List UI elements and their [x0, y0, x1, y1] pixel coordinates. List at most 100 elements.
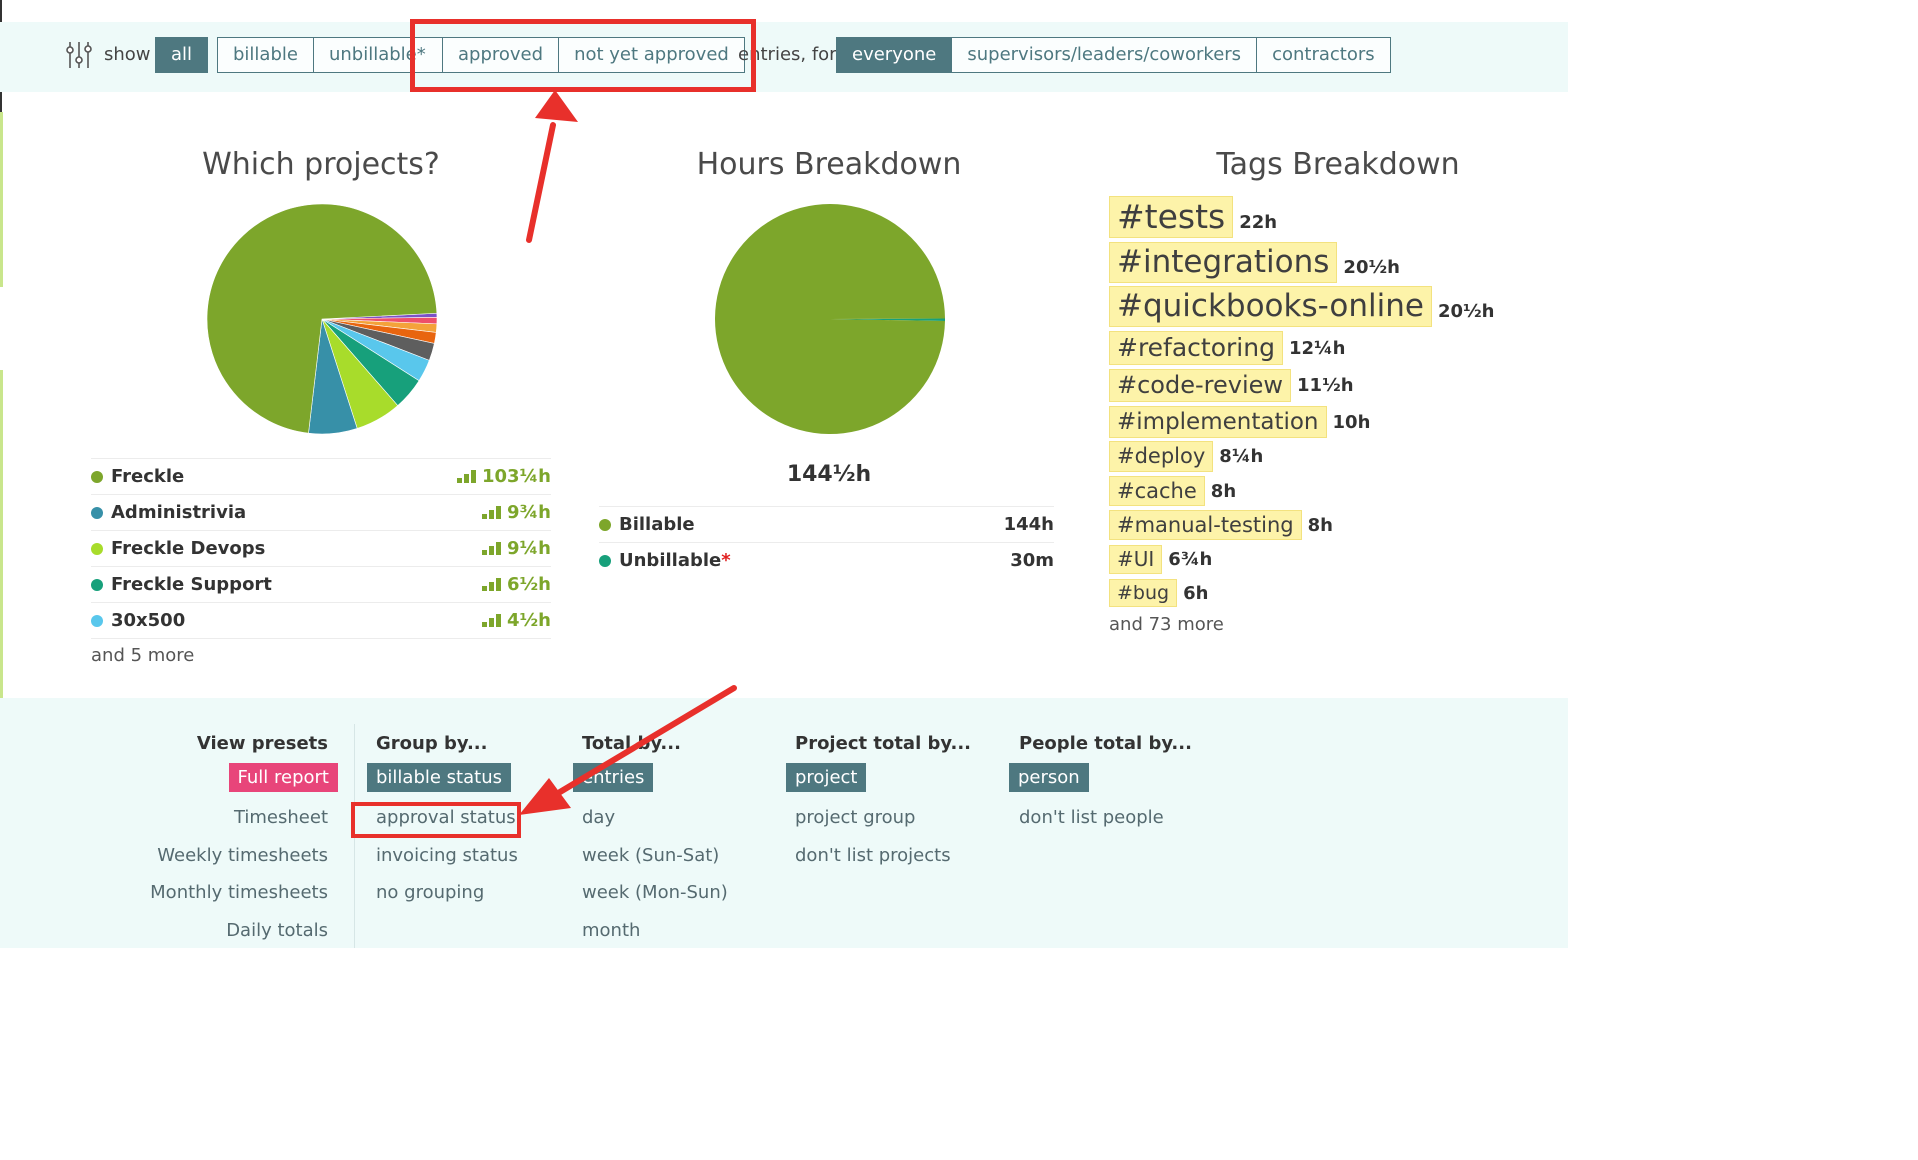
tag-hours: 12¼h	[1288, 337, 1346, 359]
pie-slice-unbillable[interactable]	[830, 318, 945, 322]
bars-icon	[482, 614, 502, 627]
project-total-project-group[interactable]: project group	[795, 807, 916, 828]
project-name: Freckle	[111, 466, 185, 487]
total-week-mon-sun[interactable]: week (Mon-Sun)	[582, 882, 728, 903]
group-invoicing-status[interactable]: invoicing status	[376, 845, 518, 866]
total-day[interactable]: day	[582, 807, 616, 828]
bars-icon	[482, 506, 502, 519]
tag-hours: 11½h	[1297, 375, 1354, 396]
preset-weekly-timesheets[interactable]: Weekly timesheets	[157, 845, 328, 866]
legend-item[interactable]: Administrivia 9¾h	[91, 494, 551, 530]
group-no-grouping[interactable]: no grouping	[376, 882, 485, 903]
approval-filter-group: approved not yet approved	[442, 37, 745, 73]
report-options-panel	[0, 698, 1568, 948]
bars-icon	[482, 542, 502, 555]
tag-item[interactable]: #manual-testing 8h	[1109, 510, 1333, 540]
tag-item[interactable]: #refactoring 12¼h	[1109, 331, 1345, 365]
project-hours: 6½h	[507, 574, 551, 595]
pie-slice-billable[interactable]	[715, 204, 945, 435]
project-name: Freckle Devops	[111, 538, 266, 559]
tag-hours: 6¾h	[1168, 549, 1213, 570]
legend-item[interactable]: Freckle Devops 9¼h	[91, 530, 551, 566]
filter-settings-icon[interactable]	[66, 41, 92, 69]
annotation-arrow-up	[526, 90, 578, 243]
tag-label: #integrations	[1109, 242, 1338, 283]
project-name: Freckle Support	[111, 574, 272, 595]
legend-item[interactable]: Freckle 103¼h	[91, 458, 551, 494]
filter-all[interactable]: all	[155, 37, 208, 73]
filter-not-yet-approved[interactable]: not yet approved	[558, 37, 745, 73]
view-presets-column: View presets	[120, 733, 328, 754]
project-total-by-head: Project total by...	[795, 733, 971, 754]
projects-more-link[interactable]: and 5 more	[91, 645, 195, 666]
tag-label: #implementation	[1109, 406, 1327, 438]
legend-dot	[91, 614, 103, 627]
tag-label: #refactoring	[1109, 331, 1283, 365]
tag-item[interactable]: #implementation 10h	[1109, 406, 1370, 438]
legend-dot	[91, 506, 103, 519]
preset-timesheet[interactable]: Timesheet	[233, 807, 328, 828]
project-name: 30x500	[111, 610, 186, 631]
tag-hours: 20½h	[1343, 257, 1400, 278]
people-total-dont-list[interactable]: don't list people	[1019, 807, 1164, 828]
tag-item[interactable]: #code-review 11½h	[1109, 369, 1354, 402]
annotation-box-approval-filter	[410, 19, 756, 92]
legend-divider	[91, 638, 551, 639]
filter-everyone[interactable]: everyone	[836, 37, 953, 73]
people-total-person[interactable]: person	[1009, 763, 1089, 792]
filter-supervisors[interactable]: supervisors/leaders/coworkers	[951, 37, 1258, 73]
tag-label: #bug	[1109, 579, 1178, 607]
tag-item[interactable]: #quickbooks-online 20½h	[1109, 286, 1494, 327]
hours-row-unbillable[interactable]: Unbillable* 30m	[599, 542, 1054, 578]
tag-label: #quickbooks-online	[1109, 286, 1432, 327]
project-total-dont-list[interactable]: don't list projects	[795, 845, 951, 866]
filter-contractors[interactable]: contractors	[1256, 37, 1391, 73]
required-asterisk: *	[721, 550, 731, 571]
preset-daily-totals[interactable]: Daily totals	[226, 920, 328, 941]
project-hours: 4½h	[507, 610, 551, 631]
hours-title: Hours Breakdown	[696, 147, 962, 182]
tag-hours: 20½h	[1437, 301, 1495, 322]
hours-total: 144½h	[786, 462, 872, 487]
project-hours: 9¾h	[507, 502, 551, 523]
hours-row-billable[interactable]: Billable 144h	[599, 506, 1054, 542]
bars-icon	[482, 578, 502, 591]
preset-monthly-timesheets[interactable]: Monthly timesheets	[150, 882, 328, 903]
legend-item[interactable]: 30x500 4½h	[91, 602, 551, 638]
group-approval-status[interactable]: approval status	[376, 807, 516, 828]
view-presets-head: View presets	[196, 733, 328, 754]
total-week-sun-sat[interactable]: week (Sun-Sat)	[582, 845, 720, 866]
people-total-by-head: People total by...	[1019, 733, 1192, 754]
tag-item[interactable]: #UI 6¾h	[1109, 545, 1212, 574]
entries-for-label: entries, for	[738, 44, 837, 65]
tag-hours: 22h	[1239, 211, 1278, 233]
filter-billable[interactable]: billable	[217, 37, 314, 73]
edge-accent	[0, 370, 3, 700]
group-billable-status[interactable]: billable status	[367, 763, 511, 792]
total-by-head: Total by...	[582, 733, 681, 754]
tag-label: #code-review	[1109, 369, 1292, 402]
tag-item[interactable]: #integrations 20½h	[1109, 242, 1400, 283]
tag-item[interactable]: #bug 6h	[1109, 579, 1208, 607]
tag-label: #manual-testing	[1109, 510, 1302, 540]
show-all-group: all	[155, 37, 208, 73]
tag-item[interactable]: #cache 8h	[1109, 476, 1236, 506]
tags-more-link[interactable]: and 73 more	[1109, 614, 1224, 635]
tag-item[interactable]: #deploy 8¼h	[1109, 441, 1263, 472]
legend-item[interactable]: Freckle Support 6½h	[91, 566, 551, 602]
show-label: show	[104, 44, 151, 65]
total-entries[interactable]: entries	[573, 763, 654, 792]
total-month[interactable]: month	[582, 920, 641, 941]
edge-accent	[0, 112, 3, 287]
legend-dot	[91, 578, 103, 591]
pie-slice-freckle[interactable]	[206, 203, 438, 434]
hours-row-name: Unbillable	[619, 550, 722, 571]
tags-title: Tags Breakdown	[1216, 147, 1460, 182]
project-hours: 103¼h	[481, 466, 551, 487]
project-total-project[interactable]: project	[786, 763, 867, 792]
legend-dot	[91, 542, 103, 555]
tag-item[interactable]: #tests 22h	[1109, 196, 1277, 238]
tag-hours: 8¼h	[1219, 446, 1264, 467]
bars-icon	[456, 470, 476, 483]
preset-full-report[interactable]: Full report	[228, 763, 338, 792]
